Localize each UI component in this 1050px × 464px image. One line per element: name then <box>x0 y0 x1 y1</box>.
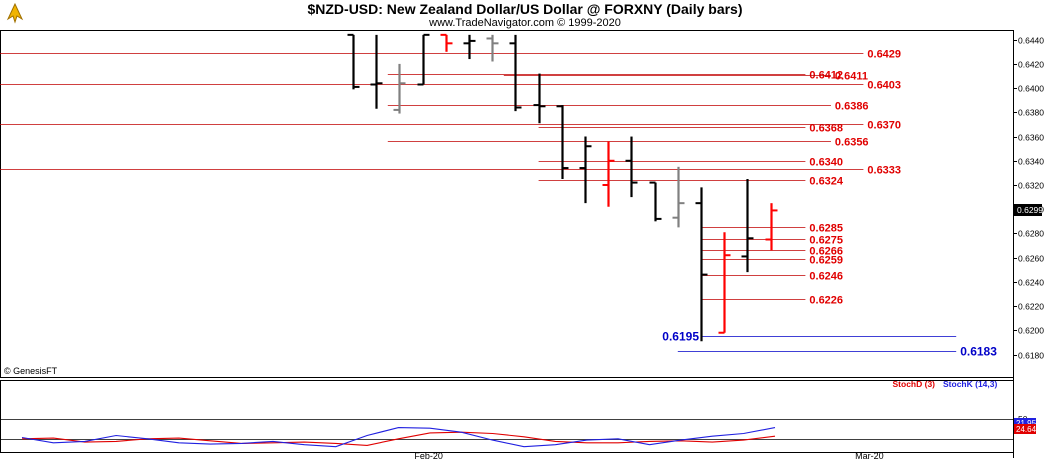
level-label: 0.6411 <box>835 71 868 83</box>
stoch-d-value-box <box>1014 424 1036 434</box>
x-tick-label: Feb-20 <box>414 451 443 461</box>
level-label: 0.6386 <box>835 101 869 113</box>
ohlc-bar <box>533 73 546 124</box>
ohlc-bar <box>417 33 430 86</box>
ohlc-bar <box>741 178 754 273</box>
stoch-legend-k: StochK (14,3) <box>943 379 997 389</box>
y-tick-label: 0.6400 <box>1018 84 1044 94</box>
y-tick-label: 0.6420 <box>1018 60 1044 70</box>
y-tick-label: 0.6340 <box>1018 157 1044 167</box>
ohlc-bar <box>649 181 662 222</box>
ohlc-bar <box>672 166 685 228</box>
chart-subtitle: www.TradeNavigator.com © 1999-2020 <box>429 17 621 29</box>
ohlc-bar <box>463 34 476 60</box>
level-label: 0.6403 <box>867 80 901 92</box>
level-label: 0.6429 <box>867 49 901 61</box>
chart-title: $NZD-USD: New Zealand Dollar/US Dollar @… <box>307 1 743 17</box>
level-label: 0.6195 <box>662 330 699 344</box>
y-tick-label: 0.6220 <box>1018 302 1044 312</box>
ohlc-bar <box>370 34 383 109</box>
level-label: 0.6246 <box>809 271 843 283</box>
stoch-legend-d: StochD (3) <box>893 379 936 389</box>
level-label: 0.6266 <box>809 246 843 258</box>
level-label: 0.6285 <box>809 223 843 235</box>
y-tick-label: 0.6380 <box>1018 108 1044 118</box>
price-panel-frame <box>0 30 1014 378</box>
copyright-label: © GenesisFT <box>4 366 58 376</box>
trade-navigator-logo-icon <box>4 2 26 24</box>
ohlc-bar <box>393 63 406 114</box>
level-label: 0.6340 <box>809 157 843 169</box>
ohlc-bar <box>486 34 499 62</box>
y-tick-label: 0.6360 <box>1018 133 1044 143</box>
y-tick-label: 0.6240 <box>1018 278 1044 288</box>
stoch-k-value: 21.95 <box>1016 419 1037 428</box>
y-tick-label: 0.6200 <box>1018 326 1044 336</box>
x-tick-label: Mar-20 <box>855 451 884 461</box>
current-price-label: 0.6299 <box>1017 205 1043 215</box>
ohlc-bar <box>440 33 453 52</box>
ohlc-bar <box>625 136 638 198</box>
level-label: 0.6356 <box>835 137 869 149</box>
level-label: 0.6370 <box>867 120 901 132</box>
stoch-d-value: 24.64 <box>1016 425 1037 434</box>
y-tick-label: 0.6440 <box>1018 36 1044 46</box>
current-price-marker <box>1014 204 1042 216</box>
ohlc-bar <box>718 232 731 334</box>
ohlc-bar <box>695 187 708 342</box>
ohlc-bar <box>556 105 569 179</box>
level-label: 0.6368 <box>809 123 843 135</box>
level-label: 0.6183 <box>960 345 997 359</box>
stoch-line <box>21 431 776 446</box>
level-label: 0.6275 <box>809 235 843 247</box>
level-label: 0.6333 <box>867 165 901 177</box>
level-label: 0.6259 <box>809 255 843 267</box>
level-label: 0.6226 <box>809 295 843 307</box>
y-tick-label: 0.6260 <box>1018 254 1044 264</box>
ohlc-bar <box>602 141 615 207</box>
ohlc-bar <box>347 33 360 90</box>
y-tick-label: 0.6320 <box>1018 181 1044 191</box>
ohlc-bar <box>509 34 522 112</box>
level-label: 0.6324 <box>809 176 844 188</box>
stoch-k-value-box <box>1014 418 1036 428</box>
stoch-line <box>21 427 776 448</box>
y-tick-label: 0.6280 <box>1018 229 1044 239</box>
stochastic-panel-frame <box>0 380 1014 453</box>
ohlc-bar <box>765 203 778 251</box>
y-tick-label: 0.6180 <box>1018 351 1044 361</box>
ohlc-bar <box>579 136 592 204</box>
